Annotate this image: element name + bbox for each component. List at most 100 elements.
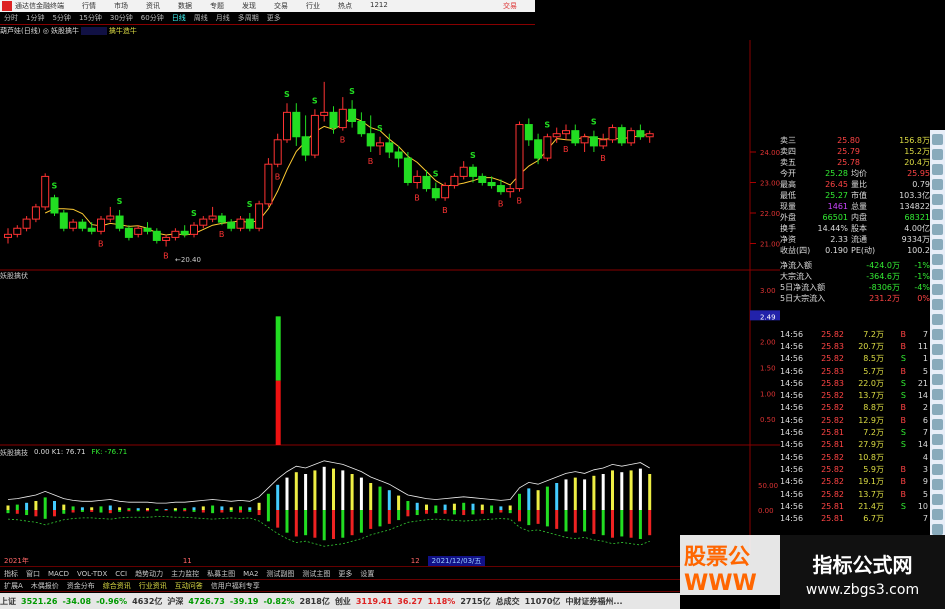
toolbar-icon[interactable]	[932, 254, 943, 265]
info-tab[interactable]: 行业资讯	[138, 581, 167, 590]
toolbar-icon[interactable]	[932, 434, 943, 445]
menu-item[interactable]: 行业	[306, 2, 320, 10]
trade-row[interactable]: 14:56 25.82 13.7万 B 5	[780, 488, 930, 500]
indicator-tab[interactable]: 主力监控	[171, 569, 200, 578]
indicator-tab[interactable]: 设置	[360, 569, 375, 578]
trade-row[interactable]: 14:56 25.82 12.9万 B 6	[780, 414, 930, 426]
toolbar-icon[interactable]	[932, 314, 943, 325]
menu-item[interactable]: 发现	[242, 2, 256, 10]
toolbar-icon[interactable]	[932, 224, 943, 235]
info-tab[interactable]: 资金分布	[66, 581, 95, 590]
candle	[208, 215, 217, 220]
menu-item[interactable]: 热点	[338, 2, 352, 10]
toolbar-icon[interactable]	[932, 494, 943, 505]
indicator-tab[interactable]: 更多	[338, 569, 353, 578]
toolbar-icon[interactable]	[932, 209, 943, 220]
toolbar-icon[interactable]	[932, 179, 943, 190]
toolbar-icon[interactable]	[932, 299, 943, 310]
period-tab[interactable]: 更多	[266, 14, 281, 22]
toolbar-icon[interactable]	[932, 389, 943, 400]
trade-row[interactable]: 14:56 25.83 20.7万 B 11	[780, 340, 930, 352]
period-tab[interactable]: 分时	[4, 14, 18, 22]
period-tab[interactable]: 5分钟	[52, 14, 71, 22]
indicator-tab[interactable]: 窗口	[26, 569, 40, 578]
menu-item[interactable]: 市场	[114, 2, 128, 10]
menu-item[interactable]: 行情	[82, 2, 96, 10]
toolbar-icon[interactable]	[932, 359, 943, 370]
indicator-tab[interactable]: 测试副图	[266, 569, 295, 578]
toolbar-icon[interactable]	[932, 134, 943, 145]
trade-row[interactable]: 14:56 25.83 22.0万 S 21	[780, 377, 930, 389]
period-tab[interactable]: 日线	[171, 14, 186, 22]
index-cell[interactable]: 上证	[0, 596, 16, 606]
trade-row[interactable]: 14:56 25.83 5.7万 B 5	[780, 365, 930, 377]
index-cell[interactable]: 沪深	[167, 596, 184, 606]
right-toolbar[interactable]	[930, 130, 945, 550]
period-tab[interactable]: 30分钟	[109, 14, 133, 22]
trade-row[interactable]: 14:56 25.82 19.1万 B 9	[780, 476, 930, 488]
toolbar-icon[interactable]	[932, 344, 943, 355]
indicator-line: 葫芦娃(日线) ◎ 妖股擒牛 擒牛造牛	[0, 27, 137, 35]
menu-item[interactable]: 交易	[274, 2, 288, 10]
indicator-tab[interactable]: 测试主图	[302, 569, 331, 578]
trade-row[interactable]: 14:56 25.81 7.2万 S 7	[780, 426, 930, 438]
osc-bar-down	[620, 510, 624, 537]
toolbar-icon[interactable]	[932, 419, 943, 430]
chart-area[interactable]: 24.00 23.00 22.00 21.00 ←20.40 S S S S S S S S S S S S B B…	[0, 0, 780, 555]
trade-row[interactable]: 14:56 25.82 13.7万 S 14	[780, 389, 930, 401]
info-tab[interactable]: 扩展A	[4, 581, 23, 590]
indicator-tab[interactable]: VOL-TDX	[76, 569, 108, 578]
toolbar-icon[interactable]	[932, 149, 943, 160]
period-tab[interactable]: 周线	[193, 14, 208, 22]
toolbar-icon[interactable]	[932, 464, 943, 475]
toolbar-icon[interactable]	[932, 449, 943, 460]
toolbar-icon[interactable]	[932, 269, 943, 280]
toolbar-icon[interactable]	[932, 194, 943, 205]
indicator-tab[interactable]: MA2	[243, 569, 259, 578]
period-tab[interactable]: 月线	[215, 14, 230, 22]
period-tab[interactable]: 多周期	[237, 14, 259, 22]
flow-row: 大宗流入 -364.6万 -1%	[780, 271, 930, 282]
toolbar-icon[interactable]	[932, 404, 943, 415]
toolbar-icon[interactable]	[932, 239, 943, 250]
formula-name[interactable]: 妖股擒牛	[51, 27, 80, 35]
menu-item[interactable]: 1212	[370, 1, 388, 9]
info-tab[interactable]: 信用户福利专享	[210, 581, 260, 590]
indicator-tab[interactable]: 指标	[4, 569, 18, 578]
trade-row[interactable]: 14:56 25.81 27.9万 S 14	[780, 439, 930, 451]
menu-trade-right[interactable]: 交易	[503, 2, 517, 10]
toolbar-icon[interactable]	[932, 479, 943, 490]
index-cell[interactable]: 创业	[334, 596, 351, 606]
indicator-tab[interactable]: MACD	[48, 569, 69, 578]
trade-row[interactable]: 14:56 25.81 21.4万 S 10	[780, 500, 930, 512]
osc-bar-up	[229, 507, 233, 510]
toolbar-icon[interactable]	[932, 284, 943, 295]
trade-row[interactable]: 14:56 25.82 7.2万 B 7	[780, 328, 930, 340]
info-tab[interactable]: 木偶报价	[30, 581, 59, 590]
trade-list[interactable]: 14:56 25.82 7.2万 B 7 14:56 25.83 20.7万 B 11 14:56 2…	[780, 328, 930, 525]
period-tab[interactable]: 60分钟	[140, 14, 164, 22]
period-tab[interactable]: 1分钟	[26, 14, 45, 22]
menu-item[interactable]: 数据	[178, 2, 192, 10]
trade-cell: 14:56	[780, 354, 804, 364]
trade-row[interactable]: 14:56 25.82 8.5万 S 1	[780, 353, 930, 365]
indicator-tab[interactable]: 趋势动力	[135, 569, 164, 578]
indicator-tab[interactable]: 私募主图	[207, 569, 236, 578]
toolbar-icon[interactable]	[932, 374, 943, 385]
toolbar-icon[interactable]	[932, 524, 943, 535]
news-ticker[interactable]: 中财证券福州...	[565, 596, 623, 606]
trade-row[interactable]: 14:56 25.81 6.7万 7	[780, 512, 930, 524]
trade-row[interactable]: 14:56 25.82 5.9万 B 3	[780, 463, 930, 475]
osc-bar-up	[527, 488, 531, 510]
indicator-tab[interactable]: CCI	[115, 569, 128, 578]
toolbar-icon[interactable]	[932, 329, 943, 340]
info-tab[interactable]: 互动问答	[174, 581, 203, 590]
info-tab[interactable]: 综合资讯	[102, 581, 131, 590]
toolbar-icon[interactable]	[932, 509, 943, 520]
menu-item[interactable]: 资讯	[146, 2, 160, 10]
trade-row[interactable]: 14:56 25.82 10.8万 4	[780, 451, 930, 463]
period-tab[interactable]: 15分钟	[78, 14, 102, 22]
toolbar-icon[interactable]	[932, 164, 943, 175]
trade-row[interactable]: 14:56 25.82 8.8万 B 2	[780, 402, 930, 414]
menu-item[interactable]: 专题	[210, 2, 224, 10]
